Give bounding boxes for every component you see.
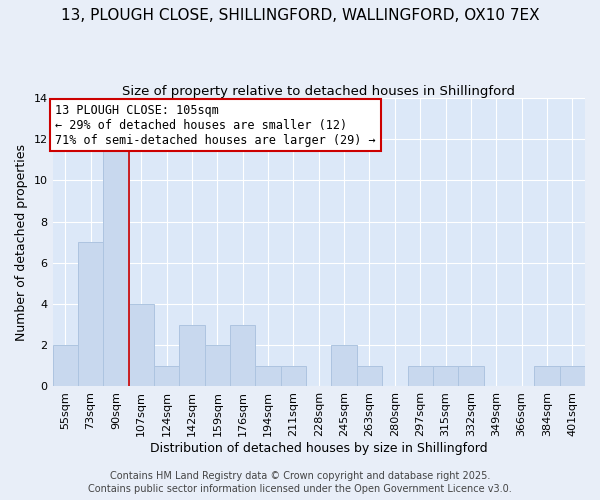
X-axis label: Distribution of detached houses by size in Shillingford: Distribution of detached houses by size … [150, 442, 488, 455]
Bar [205, 346, 230, 387]
Bar [154, 366, 179, 386]
Text: 13, PLOUGH CLOSE, SHILLINGFORD, WALLINGFORD, OX10 7EX: 13, PLOUGH CLOSE, SHILLINGFORD, WALLINGF… [61, 8, 539, 22]
Bar [78, 242, 103, 386]
Bar [103, 139, 128, 386]
Bar [331, 346, 357, 387]
Bar [230, 324, 256, 386]
Bar [458, 366, 484, 386]
Bar [407, 366, 433, 386]
Bar [128, 304, 154, 386]
Bar [433, 366, 458, 386]
Text: 13 PLOUGH CLOSE: 105sqm
← 29% of detached houses are smaller (12)
71% of semi-de: 13 PLOUGH CLOSE: 105sqm ← 29% of detache… [55, 104, 376, 147]
Title: Size of property relative to detached houses in Shillingford: Size of property relative to detached ho… [122, 85, 515, 98]
Bar [281, 366, 306, 386]
Bar [357, 366, 382, 386]
Bar [53, 346, 78, 387]
Y-axis label: Number of detached properties: Number of detached properties [15, 144, 28, 340]
Bar [534, 366, 560, 386]
Bar [256, 366, 281, 386]
Text: Contains HM Land Registry data © Crown copyright and database right 2025.
Contai: Contains HM Land Registry data © Crown c… [88, 471, 512, 494]
Bar [560, 366, 585, 386]
Bar [179, 324, 205, 386]
